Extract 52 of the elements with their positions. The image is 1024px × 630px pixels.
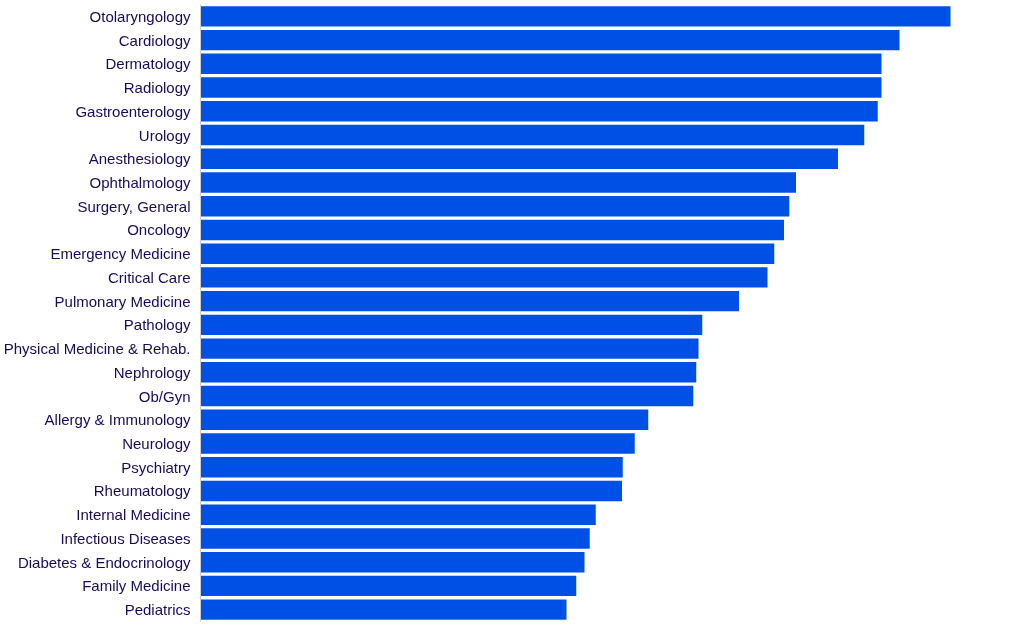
bar — [200, 551, 585, 573]
y-tick-label: Ophthalmology — [89, 173, 191, 191]
y-tick-label: Critical Care — [107, 268, 191, 286]
bar — [200, 433, 635, 454]
bar — [200, 599, 567, 620]
bar — [200, 504, 596, 525]
bar — [200, 124, 865, 146]
bar — [200, 575, 577, 597]
y-tick-label: Family Medicine — [82, 577, 191, 595]
y-tick-label: Emergency Medicine — [50, 245, 191, 263]
y-tick-label: Allergy & Immunology — [44, 411, 191, 429]
bar — [200, 314, 703, 336]
y-tick-label: Otolaryngology — [89, 7, 191, 25]
bar — [200, 172, 796, 193]
bar — [200, 362, 697, 383]
y-tick-label: Oncology — [127, 221, 191, 239]
bar — [200, 101, 878, 122]
y-tick-label: Pediatrics — [124, 601, 191, 619]
y-tick-label: Radiology — [123, 79, 191, 97]
bar — [200, 243, 775, 264]
y-tick-label: Cardiology — [118, 31, 191, 49]
y-tick-label: Pulmonary Medicine — [54, 292, 191, 310]
bar — [200, 6, 951, 27]
bar — [200, 29, 900, 51]
y-tick-label: Anesthesiology — [88, 150, 191, 168]
bar — [200, 77, 882, 98]
y-tick-label: Surgery, General — [77, 197, 191, 215]
bar — [200, 385, 694, 407]
y-tick-label: Dermatology — [105, 55, 191, 73]
y-tick-label: Pathology — [123, 316, 191, 334]
bar — [200, 528, 590, 549]
bar — [200, 457, 623, 478]
bar — [200, 338, 699, 359]
y-tick-label: Ob/Gyn — [138, 387, 191, 405]
y-tick-label: Nephrology — [113, 363, 191, 381]
y-tick-label: Physical Medicine & Rehab. — [3, 340, 191, 358]
y-tick-label: Psychiatry — [121, 458, 191, 476]
y-tick-label: Internal Medicine — [76, 506, 191, 524]
y-tick-label: Diabetes & Endocrinology — [17, 553, 191, 571]
y-tick-label: Infectious Diseases — [60, 529, 191, 547]
bar — [200, 53, 882, 75]
bar — [200, 267, 768, 288]
bar — [200, 148, 838, 169]
y-tick-label: Gastroenterology — [75, 102, 191, 120]
bar — [200, 219, 784, 241]
y-tick-label: Urology — [138, 126, 191, 144]
bar — [200, 480, 622, 502]
bar — [200, 409, 649, 430]
bar — [200, 196, 790, 217]
bar — [200, 290, 739, 312]
y-tick-label: Rheumatology — [93, 482, 191, 500]
y-tick-label: Neurology — [122, 435, 191, 453]
